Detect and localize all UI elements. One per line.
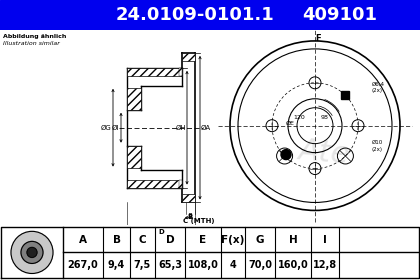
Text: Illustration similar: Illustration similar: [3, 41, 60, 46]
Text: B: B: [113, 235, 121, 245]
Circle shape: [27, 248, 37, 257]
Bar: [341, 91, 349, 99]
Text: F(x): F(x): [221, 235, 245, 245]
Circle shape: [21, 241, 43, 263]
Text: G: G: [256, 235, 264, 245]
Text: Abbildung ähnlich: Abbildung ähnlich: [3, 34, 66, 39]
Text: F: F: [315, 34, 321, 43]
Text: B: B: [188, 214, 193, 220]
Text: D: D: [165, 235, 174, 245]
Bar: [179, 68, 182, 76]
Text: ØE: ØE: [286, 121, 295, 126]
Text: 409101: 409101: [302, 6, 378, 24]
Text: 9,4: 9,4: [108, 260, 125, 270]
Text: Ø6,4: Ø6,4: [372, 81, 385, 86]
Text: ØI: ØI: [112, 125, 119, 131]
Text: (2x): (2x): [372, 147, 383, 151]
Text: ØA: ØA: [201, 125, 211, 131]
Bar: [182, 53, 195, 61]
Text: 98: 98: [321, 115, 329, 120]
Text: 267,0: 267,0: [68, 260, 98, 270]
Text: A: A: [79, 235, 87, 245]
Bar: [127, 146, 141, 167]
Text: ØH: ØH: [176, 125, 186, 131]
Text: Ate: Ate: [297, 136, 351, 170]
Text: Ø10: Ø10: [372, 140, 383, 145]
Text: C: C: [139, 235, 146, 245]
Text: 108,0: 108,0: [188, 260, 218, 270]
Bar: [127, 68, 182, 76]
Text: E: E: [200, 235, 207, 245]
Text: C (MTH): C (MTH): [183, 218, 214, 224]
Text: 65,3: 65,3: [158, 260, 182, 270]
Text: (2x): (2x): [372, 88, 383, 93]
Text: H: H: [289, 235, 297, 245]
Bar: [127, 179, 182, 188]
Text: 70,0: 70,0: [248, 260, 272, 270]
Text: 4: 4: [230, 260, 236, 270]
Text: 12,8: 12,8: [313, 260, 337, 270]
Bar: [127, 88, 141, 110]
Circle shape: [281, 150, 291, 160]
Text: I: I: [323, 235, 327, 245]
Text: D: D: [158, 229, 164, 235]
Text: 7,5: 7,5: [134, 260, 151, 270]
Bar: [179, 179, 182, 188]
Text: ØG: ØG: [100, 125, 111, 131]
Bar: [182, 195, 195, 202]
Text: 24.0109-0101.1: 24.0109-0101.1: [116, 6, 274, 24]
Circle shape: [11, 231, 53, 274]
Text: 160,0: 160,0: [278, 260, 308, 270]
Text: 120: 120: [293, 115, 305, 120]
